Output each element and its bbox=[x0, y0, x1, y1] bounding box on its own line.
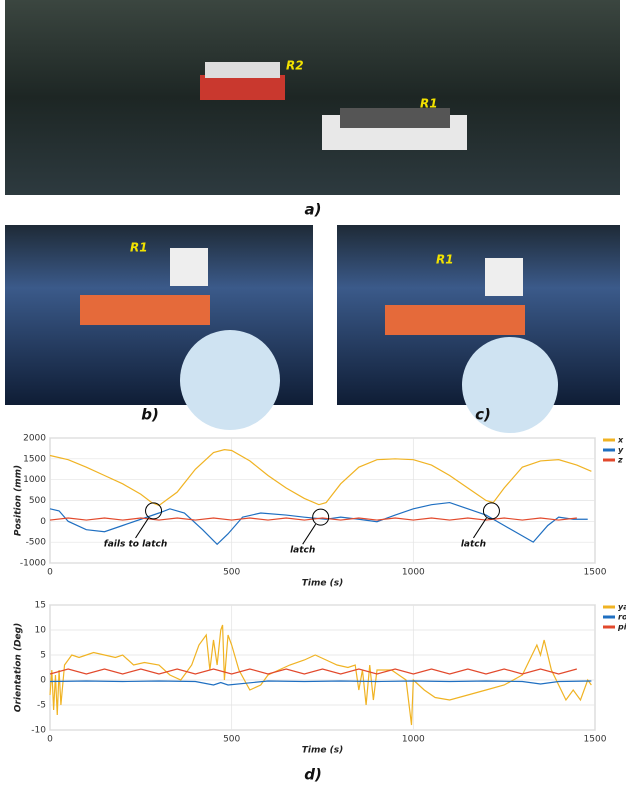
annotation-circle bbox=[145, 502, 163, 520]
series-line bbox=[49, 668, 577, 675]
x-axis-label: Time (s) bbox=[302, 746, 343, 756]
series-line bbox=[49, 517, 577, 521]
marker bbox=[485, 258, 523, 296]
panel-label: d) bbox=[304, 766, 322, 784]
legend-label: yaw bbox=[618, 603, 626, 612]
legend-label: z bbox=[617, 456, 623, 465]
x-tick-label: 1000 bbox=[402, 568, 425, 578]
marker bbox=[170, 248, 208, 286]
y-tick-label: 2000 bbox=[23, 434, 46, 444]
x-tick-label: 0 bbox=[47, 735, 53, 745]
tag: R2 bbox=[286, 59, 304, 73]
series-line bbox=[49, 501, 588, 546]
y-tick-label: 1500 bbox=[23, 454, 46, 464]
legend-label: pitch bbox=[617, 623, 626, 632]
y-axis-label: Orientation (Deg) bbox=[14, 623, 24, 712]
boat bbox=[80, 295, 210, 325]
y-axis-label: Position (mm) bbox=[14, 465, 24, 536]
boat-r2 bbox=[200, 75, 285, 100]
series-line bbox=[49, 624, 592, 726]
y-tick-label: 10 bbox=[35, 626, 47, 636]
y-tick-label: 15 bbox=[35, 601, 46, 611]
x-tick-label: 1500 bbox=[584, 568, 607, 578]
camera bbox=[180, 330, 280, 430]
x-axis-label: Time (s) bbox=[302, 579, 343, 589]
x-tick-label: 0 bbox=[47, 568, 53, 578]
series-line bbox=[49, 449, 592, 507]
y-tick-label: -500 bbox=[26, 538, 47, 548]
x-tick-label: 1000 bbox=[402, 735, 425, 745]
legend-label: y bbox=[618, 446, 624, 455]
annotation-circle bbox=[482, 502, 500, 520]
legend-label: roll bbox=[618, 613, 626, 622]
photo-a bbox=[5, 0, 620, 195]
annotation: latch bbox=[461, 539, 486, 549]
annotation-leader bbox=[135, 517, 149, 539]
legend-label: x bbox=[617, 436, 624, 445]
y-tick-label: 500 bbox=[29, 496, 46, 506]
annotation-circle bbox=[312, 508, 330, 526]
annotation-leader bbox=[302, 523, 317, 545]
y-tick-label: 5 bbox=[40, 651, 46, 661]
camera bbox=[462, 337, 558, 433]
annotation: fails to latch bbox=[104, 539, 167, 549]
y-tick-label: 1000 bbox=[23, 475, 46, 485]
boat bbox=[385, 305, 525, 335]
panel-label: a) bbox=[305, 201, 322, 219]
y-tick-label: -5 bbox=[37, 701, 46, 711]
y-tick-label: -1000 bbox=[20, 559, 46, 569]
annotation-leader bbox=[473, 517, 487, 539]
x-tick-label: 500 bbox=[223, 735, 240, 745]
annotation: latch bbox=[290, 546, 315, 556]
plot-area bbox=[49, 604, 596, 731]
y-tick-label: 0 bbox=[40, 676, 46, 686]
boat-r1-deck bbox=[340, 108, 450, 128]
series-line bbox=[49, 680, 592, 686]
x-tick-label: 500 bbox=[223, 568, 240, 578]
tag: R1 bbox=[420, 97, 438, 111]
tag: R1 bbox=[436, 253, 454, 267]
panel-label: c) bbox=[475, 406, 491, 424]
y-tick-label: -10 bbox=[31, 726, 46, 736]
x-tick-label: 1500 bbox=[584, 735, 607, 745]
boat-r2-deck bbox=[205, 62, 280, 78]
y-tick-label: 0 bbox=[40, 517, 46, 527]
tag: R1 bbox=[130, 241, 148, 255]
panel-label: b) bbox=[141, 406, 159, 424]
